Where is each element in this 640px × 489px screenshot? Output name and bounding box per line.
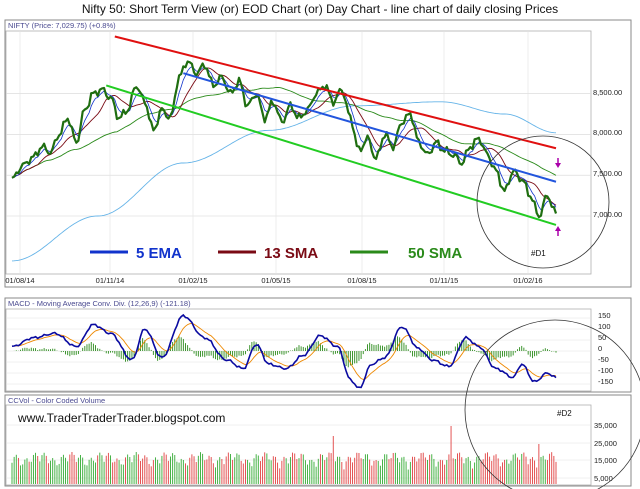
annotation-label-d2: #D2: [557, 409, 572, 418]
macd-y-axis: 150 100 50 0 -50 -100 -150: [598, 311, 613, 386]
trendline-layer: [105, 35, 557, 226]
macd-series-layer: [11, 313, 557, 389]
y-tick-label: 150: [598, 311, 611, 320]
price-gridlines: [6, 31, 591, 274]
annotation-circle-d2: [464, 319, 640, 489]
macd-line: [11, 313, 557, 389]
y-tick-label: -150: [598, 377, 613, 386]
macd-panel-frame: [4, 297, 632, 393]
annotation-circle-d1: [476, 135, 610, 269]
volume-panel-frame: [4, 394, 632, 487]
y-tick-label: 7,500.00: [593, 169, 622, 178]
x-tick-label: 01/08/15: [347, 276, 376, 285]
arrow-up-icon: [555, 226, 561, 236]
price-x-axis: 01/08/14 01/11/14 01/02/15 01/05/15 01/0…: [5, 276, 542, 285]
y-tick-label: 25,000: [594, 439, 617, 448]
y-tick-label: 8,500.00: [593, 88, 622, 97]
chart-title: Nifty 50: Short Term View (or) EOD Chart…: [82, 2, 558, 16]
volume-bars-layer: [11, 426, 557, 484]
legend-label-ema5: 5 EMA: [136, 245, 182, 262]
macd-panel-label: MACD - Moving Average Conv. Div. (12,26,…: [8, 299, 191, 308]
x-tick-label: 01/11/14: [96, 276, 125, 285]
y-tick-label: 0: [598, 344, 602, 353]
y-tick-label: 8,000.00: [593, 128, 622, 137]
y-tick-label: 100: [598, 322, 611, 331]
x-tick-label: 01/02/16: [513, 276, 542, 285]
support-trendline: [105, 84, 557, 226]
price-plot-area: [5, 30, 592, 275]
y-tick-label: -50: [598, 355, 609, 364]
price-panel-label: NIFTY (Price: 7,029.75) (+0.8%): [8, 21, 116, 30]
y-tick-label: 50: [598, 333, 606, 342]
x-tick-label: 01/08/14: [5, 276, 34, 285]
price-panel-frame: [4, 19, 632, 288]
annotation-label-d1: #D1: [531, 249, 546, 258]
arrow-down-icon: [555, 158, 561, 168]
y-tick-label: 35,000: [594, 421, 617, 430]
x-tick-label: 01/11/15: [430, 276, 459, 285]
sma50-line: [11, 87, 557, 179]
sma200-line: [11, 101, 557, 262]
macd-plot-area: [5, 308, 592, 392]
volume-panel-label: CCVol - Color Coded Volume: [8, 396, 105, 405]
legend: 5 EMA 13 SMA 50 SMA: [90, 245, 462, 262]
trend_mid-trendline: [183, 72, 557, 183]
resistance-trendline: [114, 35, 557, 150]
x-tick-label: 01/02/15: [178, 276, 207, 285]
price-y-axis: 7,000.00 7,500.00 8,000.00 8,500.00: [593, 88, 622, 219]
y-tick-label: -100: [598, 366, 613, 375]
x-tick-label: 01/05/15: [261, 276, 290, 285]
legend-label-sma13: 13 SMA: [264, 245, 318, 262]
legend-label-sma50: 50 SMA: [408, 245, 462, 262]
website-url: www.TraderTraderTrader.blogspot.com: [17, 411, 225, 425]
y-tick-label: 5,000: [594, 474, 613, 483]
volume-y-axis: 35,000 25,000 15,000 5,000: [594, 421, 617, 483]
y-tick-label: 15,000: [594, 456, 617, 465]
